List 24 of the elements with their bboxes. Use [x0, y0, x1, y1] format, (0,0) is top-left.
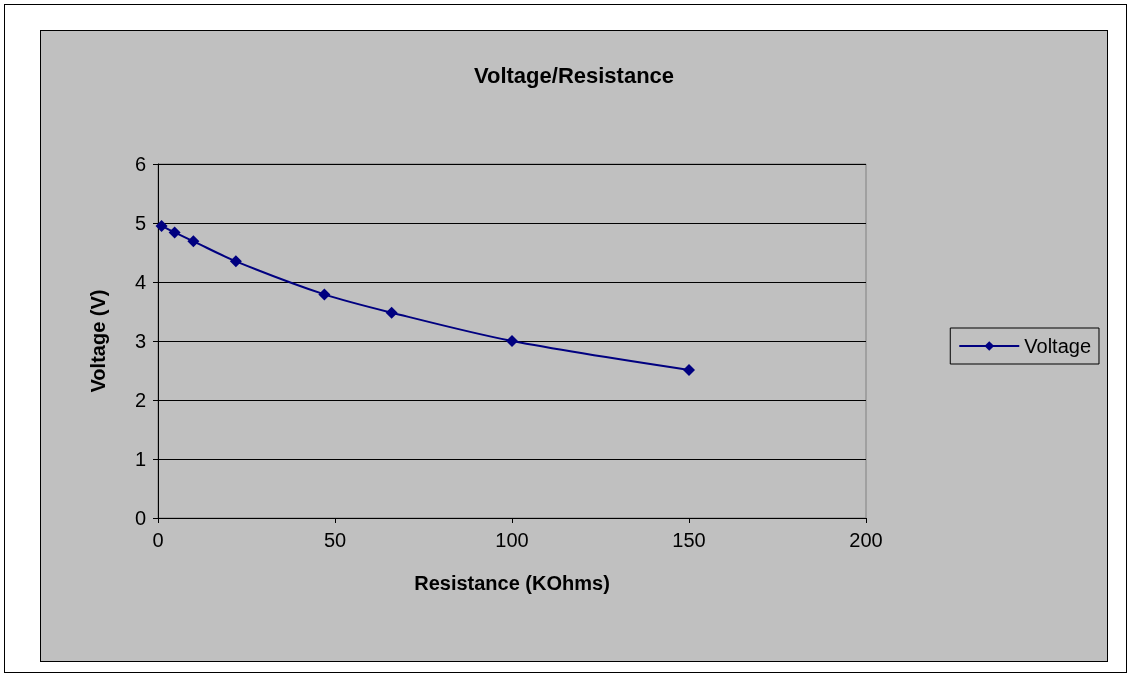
x-tick-label: 200: [849, 529, 883, 551]
x-tick-label: 50: [323, 529, 347, 551]
point: [506, 335, 518, 347]
y-tick-label: 5: [134, 212, 146, 234]
point: [318, 288, 331, 301]
x-tick-label: 150: [672, 529, 706, 551]
point: [168, 226, 181, 239]
legend-label: Voltage: [1024, 335, 1092, 357]
point: [229, 255, 242, 268]
x-axis-title: Resistance (KOhms): [414, 572, 610, 594]
y-tick-label: 0: [134, 507, 146, 529]
chart-title: Voltage/Resistance: [473, 62, 675, 88]
point: [187, 235, 200, 248]
y-tick-label: 6: [134, 153, 146, 175]
x-tick-label: 100: [495, 529, 529, 551]
y-tick-label: 3: [134, 330, 146, 352]
point: [385, 306, 398, 319]
point: [683, 363, 695, 376]
x-tick-label: 0: [152, 529, 164, 551]
y-axis-title: Voltage (V): [87, 289, 109, 393]
y-tick-label: 4: [134, 271, 146, 293]
y-tick-label: 2: [134, 389, 146, 411]
y-tick-label: 1: [134, 448, 146, 470]
point: [155, 219, 168, 232]
